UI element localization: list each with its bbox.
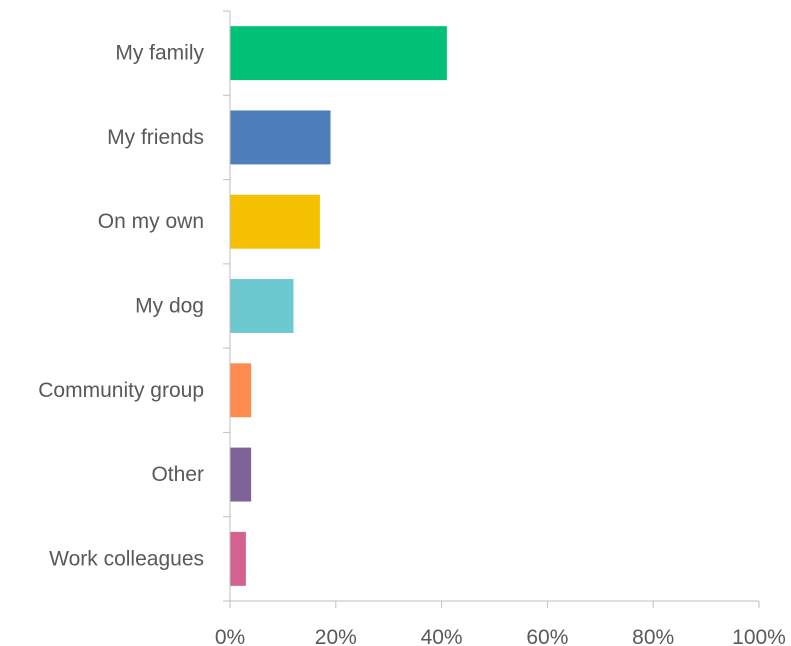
category-label: Community group — [38, 379, 204, 402]
bars — [230, 26, 447, 586]
category-label: On my own — [98, 210, 204, 233]
x-tick-label: 40% — [421, 626, 463, 646]
bar-my-family — [230, 26, 447, 81]
bar-my-dog — [230, 279, 294, 333]
x-tick-label: 60% — [526, 626, 568, 646]
x-tick-label: 20% — [315, 626, 357, 646]
bar-other — [230, 447, 252, 502]
x-tick-labels: 0% 20% 40% 60% 80% 100% — [215, 626, 786, 646]
x-tick-label: 0% — [215, 626, 245, 646]
bar-work-colleagues — [230, 531, 246, 586]
category-label: Other — [151, 463, 204, 486]
x-tick-label: 80% — [632, 626, 674, 646]
category-label: Work colleagues — [49, 547, 204, 570]
bar-my-friends — [230, 110, 331, 165]
category-label: My family — [115, 42, 204, 65]
category-labels: My family My friends On my own My dog Commun… — [38, 42, 204, 571]
axes — [229, 11, 759, 602]
bar-on-my-own — [230, 194, 320, 249]
bar-community-group — [230, 363, 252, 418]
category-label: My friends — [107, 126, 204, 149]
x-tick-label: 100% — [732, 626, 786, 646]
category-label: My dog — [135, 295, 204, 318]
axis-ticks — [223, 10, 760, 608]
